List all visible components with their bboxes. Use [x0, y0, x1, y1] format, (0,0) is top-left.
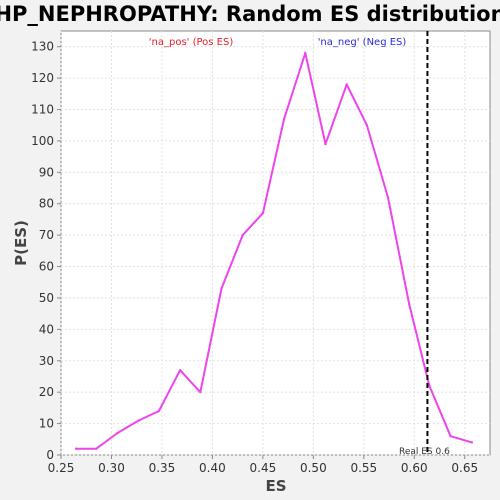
y-tick-label: 120 [31, 71, 54, 85]
axis-ticks: 0 10 20 30 40 50 60 70 80 90 100 110 120 130 0.25 0.30 0… [31, 40, 478, 475]
y-tick-label: 0 [46, 448, 54, 462]
x-tick-label: 0.55 [350, 461, 377, 475]
data-point [95, 447, 98, 450]
data-point [345, 83, 348, 86]
x-tick-label: 0.40 [199, 461, 226, 475]
series-line [76, 52, 473, 450]
x-tick-label: 0.35 [149, 461, 176, 475]
y-tick-label: 90 [39, 165, 54, 179]
real-es-marker-group: Real ES 0.6 [399, 31, 450, 457]
data-point [241, 233, 244, 237]
x-tick-label: 0.65 [451, 461, 478, 475]
data-point [324, 142, 327, 146]
y-tick-label: 60 [39, 260, 54, 274]
series-group [74, 51, 474, 450]
data-point [386, 196, 390, 199]
x-tick-label: 0.25 [48, 461, 75, 475]
y-tick-label: 10 [39, 417, 54, 431]
data-point [304, 51, 307, 55]
y-tick-label: 50 [39, 291, 54, 305]
x-tick-label: 0.60 [401, 461, 428, 475]
y-tick-label: 70 [39, 228, 54, 242]
data-point [449, 434, 452, 438]
x-tick-label: 0.45 [250, 461, 277, 475]
y-tick-label: 40 [39, 322, 54, 336]
y-tick-label: 80 [39, 197, 54, 211]
real-es-label: Real ES 0.6 [399, 447, 450, 457]
data-point [137, 419, 140, 422]
data-point [157, 409, 161, 413]
data-point [365, 124, 369, 127]
y-tick-label: 130 [31, 40, 54, 54]
data-point [220, 287, 223, 290]
y-tick-label: 110 [31, 103, 54, 117]
data-point [199, 390, 202, 394]
data-point [74, 447, 78, 450]
data-point [178, 369, 182, 372]
y-axis-title: P(ES) [12, 220, 30, 266]
data-point [282, 117, 286, 121]
grid-lines [60, 31, 490, 456]
data-point [116, 431, 119, 435]
x-tick-label: 0.30 [98, 461, 125, 475]
y-tick-label: 100 [31, 134, 54, 148]
y-tick-label: 30 [39, 354, 54, 368]
data-point [428, 384, 431, 388]
x-axis-title: ES [265, 477, 286, 495]
plot-area [60, 30, 491, 456]
data-point [408, 303, 411, 306]
data-point [261, 211, 265, 215]
data-point [470, 441, 474, 444]
legend-neg-es: 'na_neg' (Neg ES) [318, 37, 407, 48]
legend-pos-es: 'na_pos' (Pos ES) [149, 37, 234, 48]
chart-title: HP_NEPHROPATHY: Random ES distribution [0, 2, 500, 26]
y-tick-label: 20 [39, 385, 54, 399]
x-tick-label: 0.50 [300, 461, 327, 475]
